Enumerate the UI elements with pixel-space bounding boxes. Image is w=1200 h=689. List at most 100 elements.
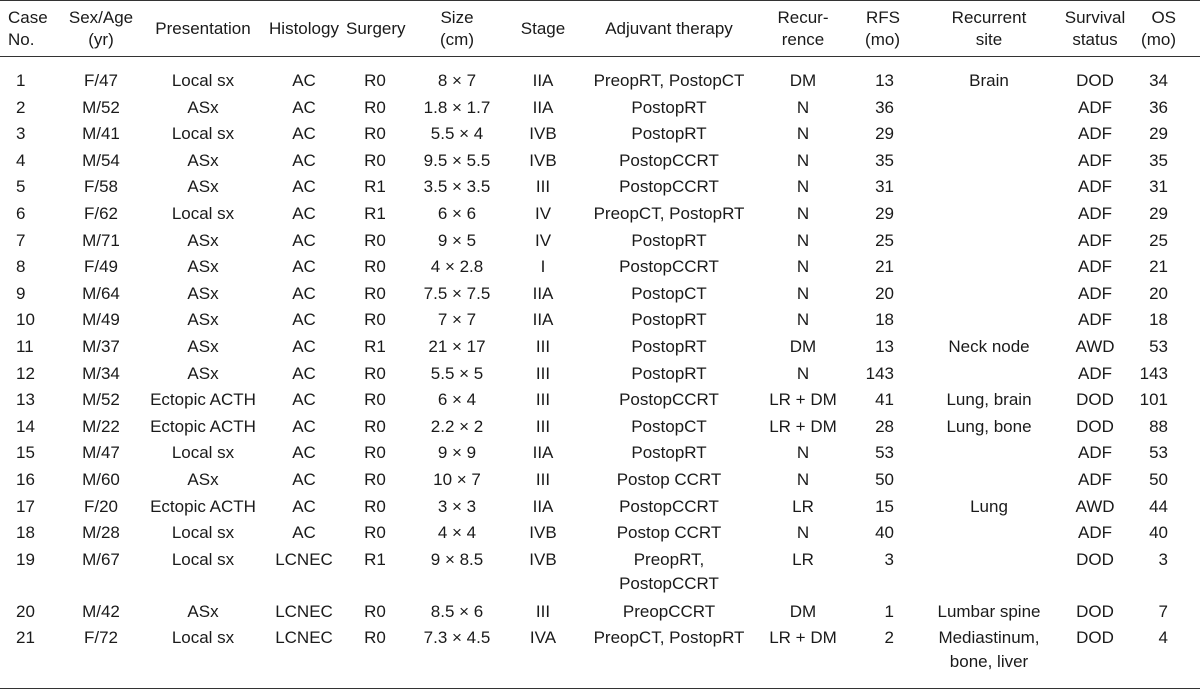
cell-adjuvant-therapy: PreopCT, PostopRT	[593, 203, 745, 223]
header-case-no-line: Case	[8, 7, 48, 27]
cell-adjuvant-therapy: PostopRT	[631, 363, 707, 383]
cell-size: 4 × 4	[437, 523, 477, 543]
cell-recurrent-site	[922, 548, 1056, 600]
cell-presentation: ASx	[187, 336, 219, 356]
cell-rfs: 29	[875, 203, 894, 223]
cell-os: 31	[1149, 177, 1168, 197]
cell-presentation: ASx	[187, 310, 219, 330]
cell-stage: IIA	[532, 71, 554, 90]
cell-histology: AC	[292, 283, 316, 303]
cell-stage: III	[535, 416, 551, 436]
cell-case-no: 14	[16, 416, 35, 436]
cell-case-no: 19	[16, 549, 35, 569]
cell-survival-status: ADF	[1078, 124, 1112, 144]
cell-case-no: 11	[16, 336, 34, 356]
cell-histology: AC	[292, 443, 316, 463]
cell-presentation: ASx	[187, 257, 219, 277]
header-survival-status-line: Survival	[1064, 7, 1126, 27]
cell-size: 21 × 17	[428, 336, 486, 356]
header-adjuvant-therapy: Adjuvant therapy	[576, 1, 762, 57]
cell-case-no: 21	[16, 628, 35, 648]
cell-presentation: Local sx	[171, 549, 235, 569]
cell-case-no: 3	[16, 124, 26, 144]
cell-surgery: R0	[364, 257, 386, 277]
cell-adjuvant-therapy-line: PostopCCRT	[619, 573, 719, 593]
cell-case-no: 12	[16, 363, 35, 383]
cell-survival-status: DOD	[1076, 390, 1114, 410]
table-row: 11 M/37 ASx AC R1 21 × 17 III PostopRT DM 13 Neck …	[0, 335, 1200, 362]
cell-case-no: 16	[16, 469, 35, 489]
header-stage-line: Stage	[520, 18, 566, 38]
cell-survival-status: DOD	[1076, 71, 1114, 90]
cell-survival-status: ADF	[1078, 257, 1112, 277]
cell-rfs: 18	[875, 310, 894, 330]
cell-presentation: ASx	[187, 230, 219, 250]
cell-histology: AC	[292, 257, 316, 277]
cell-size: 9 × 9	[437, 443, 477, 463]
header-os-line: OS	[1151, 7, 1176, 27]
cell-histology: LCNEC	[275, 628, 333, 648]
cell-stage: IV	[534, 230, 552, 250]
cell-size: 9.5 × 5.5	[423, 150, 491, 170]
cell-recurrence: N	[796, 283, 810, 303]
cell-os: 50	[1149, 469, 1168, 489]
cell-survival-status: DOD	[1076, 628, 1114, 648]
cell-case-no: 2	[16, 97, 26, 117]
cell-surgery: R0	[364, 523, 386, 543]
cell-surgery: R0	[364, 390, 386, 410]
cell-stage: III	[535, 469, 551, 489]
cell-adjuvant-therapy: PostopRT	[631, 97, 707, 117]
cell-histology: AC	[292, 310, 316, 330]
cell-presentation: Local sx	[171, 443, 235, 463]
table-row: 12 M/34 ASx AC R0 5.5 × 5 III PostopRT N 143 ADF 14…	[0, 362, 1200, 389]
cell-os: 88	[1149, 416, 1168, 436]
cell-histology: AC	[292, 230, 316, 250]
cell-sex-age: M/34	[82, 363, 120, 383]
cell-survival-status: DOD	[1076, 601, 1114, 621]
cell-case-no: 17	[16, 496, 35, 516]
header-presentation: Presentation	[144, 1, 262, 57]
header-case-no: Case No.	[0, 1, 58, 57]
table-row: 2 M/52 ASx AC R0 1.8 × 1.7 IIA PostopRT N 36 ADF 36	[0, 96, 1200, 123]
cell-surgery: R0	[364, 416, 386, 436]
cell-stage: IVB	[529, 523, 557, 543]
cell-adjuvant-therapy: PreopRT, PostopCCRT	[576, 548, 762, 600]
cell-os: 29	[1149, 203, 1168, 223]
cell-case-no: 18	[16, 523, 35, 543]
cell-adjuvant-therapy: PostopRT	[631, 443, 707, 463]
cell-presentation: Ectopic ACTH	[150, 496, 256, 516]
cell-surgery: R0	[364, 310, 386, 330]
table-row: 7 M/71 ASx AC R0 9 × 5 IV PostopRT N 25 ADF 25	[0, 229, 1200, 256]
cell-rfs: 13	[875, 336, 894, 356]
cell-histology: AC	[292, 469, 316, 489]
cell-survival-status: DOD	[1076, 416, 1114, 436]
cell-stage: III	[535, 177, 551, 197]
header-size-line: (cm)	[440, 29, 474, 49]
cell-recurrence: N	[796, 150, 810, 170]
cell-survival-status: ADF	[1078, 97, 1112, 117]
cell-recurrence: N	[796, 443, 810, 463]
cell-recurrence: DM	[789, 336, 817, 356]
cell-adjuvant-therapy: PostopCT	[631, 416, 707, 436]
cell-surgery: R1	[364, 177, 386, 197]
cell-presentation: Local sx	[171, 523, 235, 543]
header-rfs-line: (mo)	[865, 29, 900, 49]
cell-surgery: R0	[364, 71, 386, 90]
cell-rfs: 41	[875, 390, 894, 410]
cell-recurrent-site	[922, 149, 1056, 176]
header-size-line: Size	[440, 7, 474, 27]
cell-recurrence: LR + DM	[769, 390, 837, 410]
cell-recurrent-site	[922, 362, 1056, 389]
cell-surgery: R0	[364, 97, 386, 117]
header-surgery: Surgery	[346, 1, 406, 57]
cell-recurrent-site	[922, 468, 1056, 495]
cell-histology: AC	[292, 390, 316, 410]
cell-os: 4	[1158, 628, 1168, 648]
cell-case-no: 8	[16, 257, 26, 277]
header-os-line: (mo)	[1141, 29, 1176, 49]
cell-sex-age: M/42	[82, 601, 120, 621]
cell-stage: IIA	[532, 97, 554, 117]
table-row: 1 F/47 Local sx AC R0 8 × 7 IIA PreopRT, Postop…	[0, 57, 1200, 96]
table-row: 21 F/72 Local sx LCNEC R0 7.3 × 4.5 IVA PreopCT…	[0, 626, 1200, 689]
cell-presentation: ASx	[187, 601, 219, 621]
